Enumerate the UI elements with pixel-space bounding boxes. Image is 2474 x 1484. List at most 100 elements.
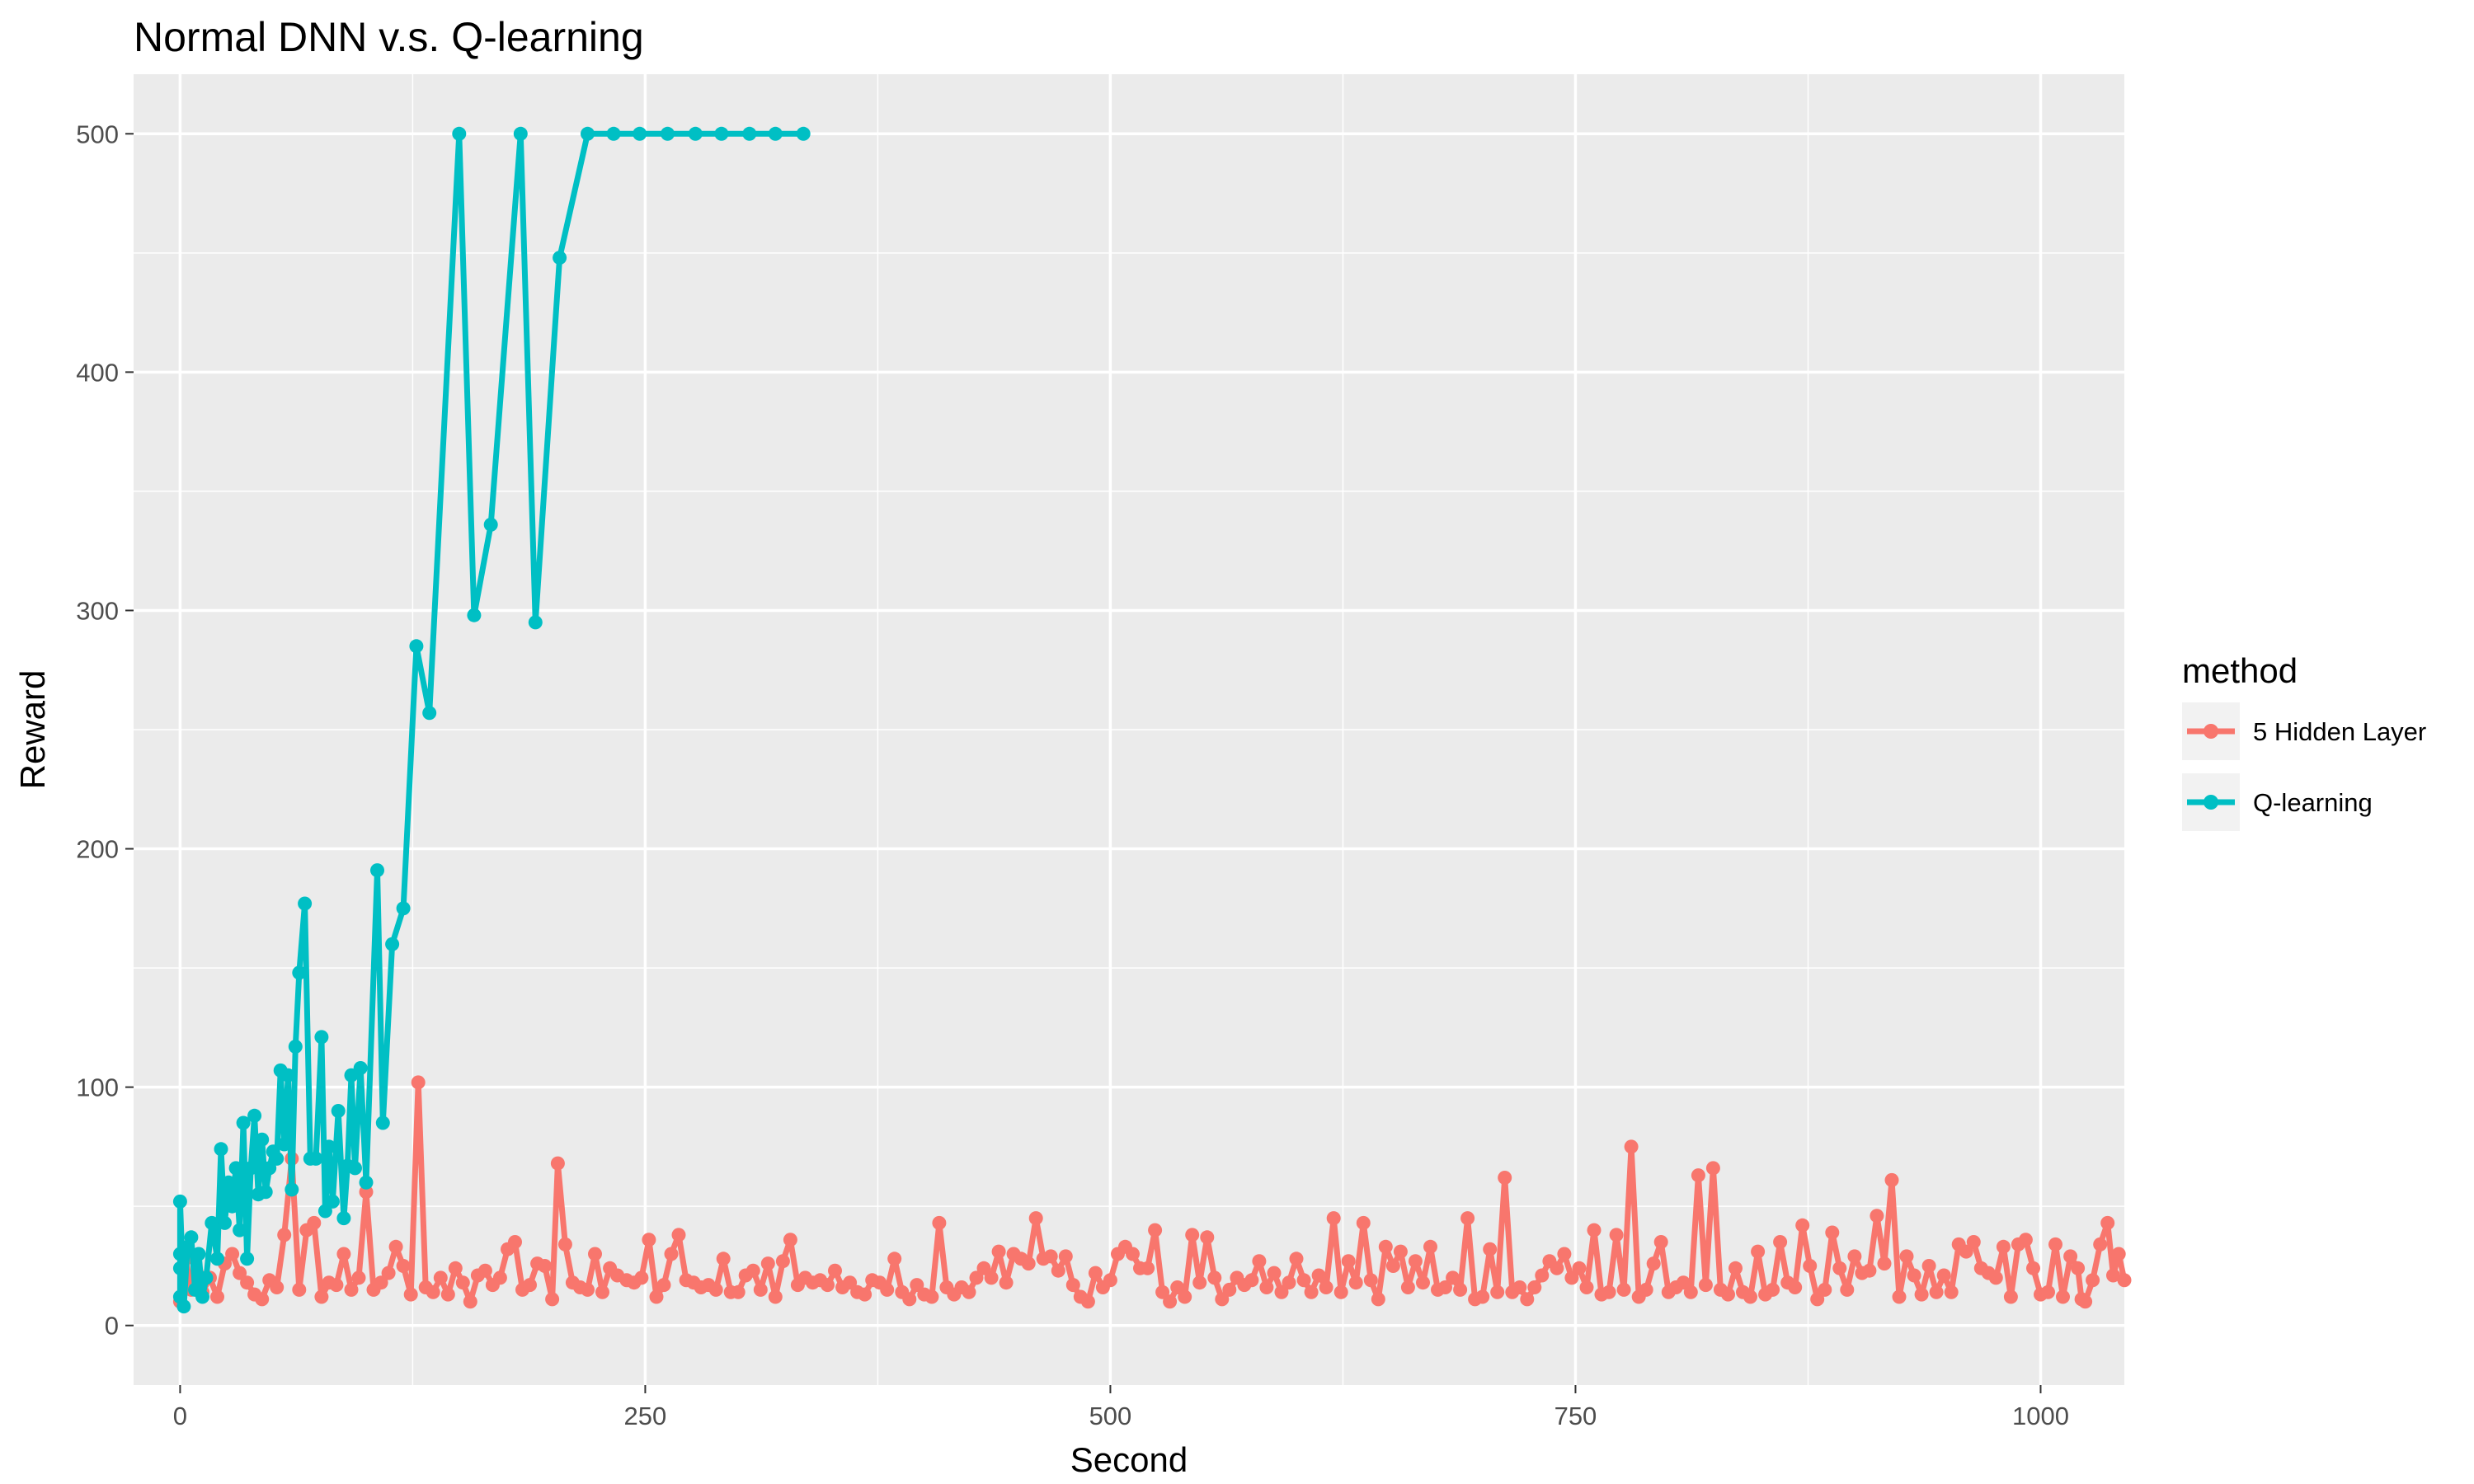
data-point-5-hidden-layer <box>1795 1218 1810 1233</box>
data-point-5-hidden-layer <box>664 1247 679 1261</box>
data-point-5-hidden-layer <box>656 1278 671 1293</box>
data-point-q-learning <box>184 1230 199 1245</box>
data-point-5-hidden-layer <box>887 1252 902 1266</box>
data-point-5-hidden-layer <box>2018 1233 2033 1247</box>
data-point-5-hidden-layer <box>2003 1289 2018 1304</box>
data-point-5-hidden-layer <box>523 1278 537 1293</box>
data-point-q-learning <box>385 937 400 951</box>
data-point-5-hidden-layer <box>1884 1172 1899 1187</box>
y-axis-ticks: 0 100 200 300 400 500 <box>76 120 134 1341</box>
data-point-q-learning <box>277 1137 292 1152</box>
data-point-5-hidden-layer <box>381 1266 396 1280</box>
data-point-5-hidden-layer <box>1512 1280 1527 1294</box>
legend-label: Q-learning <box>2253 788 2373 817</box>
data-point-q-learning <box>768 126 783 141</box>
y-tick-label: 500 <box>76 120 119 148</box>
data-point-5-hidden-layer <box>1021 1256 1036 1271</box>
data-point-q-learning <box>483 517 498 532</box>
data-point-q-learning <box>225 1199 240 1214</box>
data-point-q-learning <box>298 896 313 911</box>
data-point-5-hidden-layer <box>1825 1225 1840 1240</box>
data-point-5-hidden-layer <box>329 1278 344 1293</box>
x-axis-title: Second <box>1070 1440 1188 1479</box>
data-point-5-hidden-layer <box>984 1270 999 1285</box>
data-point-5-hidden-layer <box>426 1284 440 1299</box>
data-point-5-hidden-layer <box>821 1278 835 1293</box>
data-point-5-hidden-layer <box>1721 1287 1735 1302</box>
data-point-q-learning <box>467 608 482 622</box>
data-point-5-hidden-layer <box>649 1289 664 1304</box>
data-point-q-learning <box>528 615 543 630</box>
data-point-5-hidden-layer <box>760 1256 775 1271</box>
data-point-5-hidden-layer <box>2106 1268 2120 1283</box>
data-point-5-hidden-layer <box>1460 1211 1475 1226</box>
data-point-q-learning <box>218 1215 232 1230</box>
data-point-q-learning <box>375 1115 390 1130</box>
data-point-5-hidden-layer <box>1215 1292 1230 1307</box>
data-point-5-hidden-layer <box>1832 1261 1847 1275</box>
data-point-5-hidden-layer <box>775 1254 790 1269</box>
data-point-q-learning <box>331 1104 346 1118</box>
data-point-q-learning <box>288 1040 303 1054</box>
data-point-q-learning <box>553 251 567 265</box>
data-point-5-hidden-layer <box>1185 1228 1200 1242</box>
data-point-5-hidden-layer <box>962 1284 976 1299</box>
data-point-q-learning <box>280 1068 295 1082</box>
data-point-q-learning <box>262 1161 277 1176</box>
data-point-q-learning <box>359 1175 374 1190</box>
data-point-5-hidden-layer <box>1527 1280 1542 1294</box>
data-point-5-hidden-layer <box>1810 1292 1825 1307</box>
data-point-5-hidden-layer <box>1944 1284 1959 1299</box>
y-tick-label: 300 <box>76 596 119 625</box>
data-point-5-hidden-layer <box>2041 1284 2055 1299</box>
data-point-q-learning <box>243 1161 258 1176</box>
data-point-5-hidden-layer <box>2063 1249 2078 1264</box>
data-point-5-hidden-layer <box>1103 1273 1117 1288</box>
data-point-5-hidden-layer <box>991 1244 1006 1259</box>
data-point-5-hidden-layer <box>1557 1247 1572 1261</box>
data-point-5-hidden-layer <box>1877 1256 1892 1271</box>
data-point-q-learning <box>796 126 811 141</box>
data-point-q-learning <box>336 1211 351 1226</box>
data-point-5-hidden-layer <box>1624 1139 1639 1154</box>
data-point-5-hidden-layer <box>880 1282 895 1297</box>
data-point-5-hidden-layer <box>1163 1294 1178 1309</box>
data-point-5-hidden-layer <box>595 1284 609 1299</box>
data-point-5-hidden-layer <box>1408 1254 1423 1269</box>
data-point-5-hidden-layer <box>1683 1284 1698 1299</box>
data-point-5-hidden-layer <box>1326 1211 1341 1226</box>
data-point-5-hidden-layer <box>1847 1249 1862 1264</box>
data-point-5-hidden-layer <box>708 1282 723 1297</box>
data-point-q-learning <box>348 1161 362 1176</box>
data-point-5-hidden-layer <box>2111 1247 2126 1261</box>
data-point-5-hidden-layer <box>910 1278 924 1293</box>
data-point-q-learning <box>176 1299 191 1314</box>
data-point-q-learning <box>270 1151 285 1166</box>
data-point-q-learning <box>308 1151 323 1166</box>
data-point-q-learning <box>285 1182 299 1197</box>
series-5-hidden-layer <box>172 1075 2132 1309</box>
data-point-5-hidden-layer <box>1178 1289 1192 1304</box>
legend-key-point <box>2204 795 2218 810</box>
data-point-q-learning <box>228 1161 243 1176</box>
data-point-5-hidden-layer <box>1483 1242 1498 1256</box>
data-point-q-learning <box>210 1252 224 1266</box>
data-point-5-hidden-layer <box>411 1075 426 1090</box>
data-point-5-hidden-layer <box>2086 1273 2100 1288</box>
data-point-q-learning <box>633 126 647 141</box>
data-point-5-hidden-layer <box>932 1215 947 1230</box>
data-point-q-learning <box>513 126 528 141</box>
data-point-5-hidden-layer <box>1572 1261 1587 1275</box>
data-point-5-hidden-layer <box>1356 1215 1371 1230</box>
data-point-5-hidden-layer <box>1341 1254 1356 1269</box>
data-point-q-learning <box>370 863 384 878</box>
data-point-5-hidden-layer <box>976 1261 991 1275</box>
data-point-5-hidden-layer <box>1400 1280 1415 1294</box>
data-point-5-hidden-layer <box>2078 1294 2093 1309</box>
data-point-5-hidden-layer <box>1289 1252 1304 1266</box>
data-point-q-learning <box>581 126 595 141</box>
data-point-5-hidden-layer <box>1319 1280 1333 1294</box>
data-point-5-hidden-layer <box>1348 1275 1363 1290</box>
data-point-5-hidden-layer <box>1498 1171 1512 1185</box>
data-point-5-hidden-layer <box>2100 1215 2115 1230</box>
